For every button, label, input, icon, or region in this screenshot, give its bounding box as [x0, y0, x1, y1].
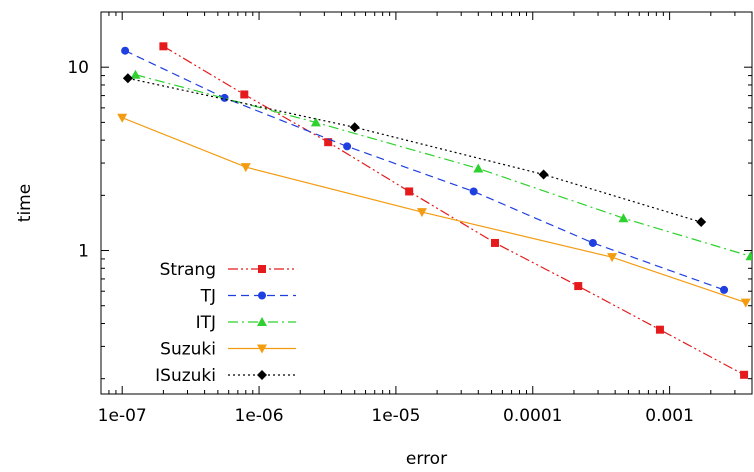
data-point — [588, 238, 597, 247]
y-tick-label: 10 — [67, 58, 89, 78]
data-point — [159, 42, 168, 51]
data-point — [740, 370, 749, 379]
series-tj — [121, 46, 729, 294]
data-series — [117, 42, 752, 379]
series-line — [127, 77, 702, 223]
legend-marker — [258, 291, 266, 300]
legend-label: Suzuki — [160, 340, 216, 360]
data-point — [491, 238, 500, 247]
plot-frame — [100, 11, 753, 395]
legend-marker — [257, 370, 267, 380]
series-isuzuki — [122, 73, 707, 228]
x-tick-label: 1e-07 — [98, 406, 147, 426]
legend-marker — [257, 344, 267, 354]
series-suzuki — [117, 113, 751, 308]
data-point — [130, 69, 141, 79]
x-tick-label: 1e-06 — [235, 406, 284, 426]
data-point — [745, 251, 752, 261]
series-line — [163, 45, 745, 376]
axis-ticks: 1e-07 1e-06 1e-05 0.0001 0.001 1 10 — [67, 11, 753, 426]
data-point — [122, 73, 133, 84]
data-point — [696, 217, 707, 228]
data-point — [405, 187, 414, 196]
data-point — [416, 208, 427, 218]
y-axis-label: time — [15, 184, 35, 222]
data-point — [324, 138, 333, 147]
x-tick-label: 0.0001 — [503, 406, 562, 426]
data-point — [469, 187, 478, 196]
legend: Strang TJ ITJ Suzuki ISuzuki — [155, 260, 296, 386]
x-tick-label: 0.001 — [645, 406, 694, 426]
legend-label: ITJ — [196, 313, 216, 333]
data-point — [655, 325, 664, 334]
legend-label: TJ — [200, 287, 216, 307]
x-axis-label: error — [406, 449, 447, 468]
data-point — [343, 142, 352, 151]
legend-label: Strang — [160, 260, 216, 280]
data-point — [117, 113, 128, 123]
data-point — [240, 90, 249, 99]
data-point — [473, 163, 484, 173]
data-point — [618, 213, 629, 223]
y-tick-label: 1 — [78, 242, 89, 262]
data-point — [720, 285, 729, 294]
series-line — [124, 50, 725, 291]
data-point — [349, 122, 360, 133]
data-point — [607, 253, 618, 263]
series-line — [135, 74, 751, 257]
data-point — [310, 117, 321, 127]
data-point — [121, 46, 130, 55]
data-point — [740, 298, 751, 308]
legend-marker — [257, 317, 267, 326]
legend-marker — [258, 265, 266, 273]
data-point — [538, 169, 549, 180]
x-tick-label: 1e-05 — [371, 406, 420, 426]
series-strang — [159, 42, 749, 379]
data-point — [574, 282, 583, 291]
legend-label: ISuzuki — [155, 366, 216, 386]
data-point — [240, 163, 251, 173]
